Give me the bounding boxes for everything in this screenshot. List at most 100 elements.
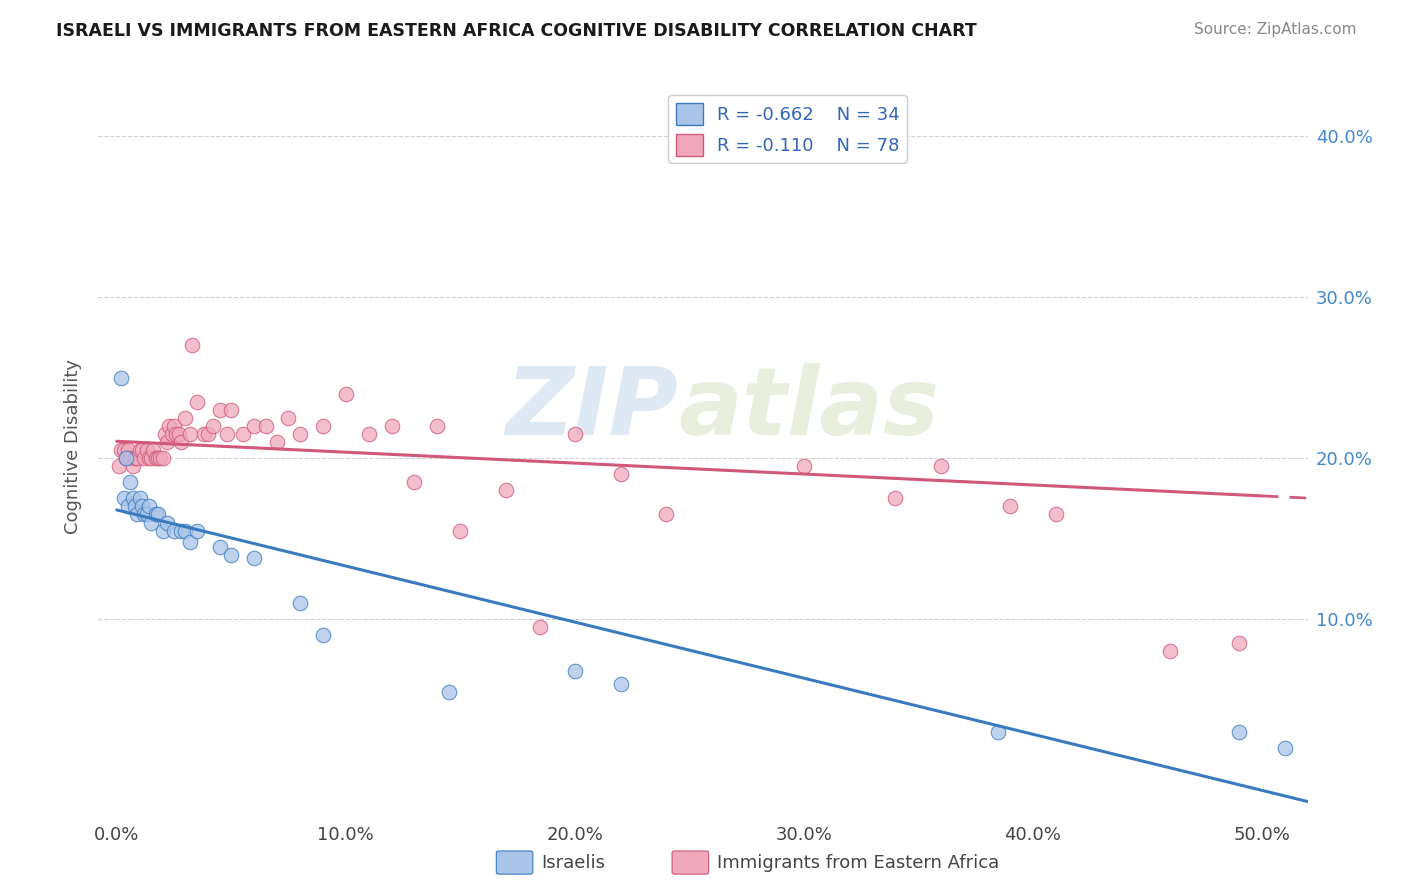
Legend: R = -0.662    N = 34, R = -0.110    N = 78: R = -0.662 N = 34, R = -0.110 N = 78 xyxy=(668,95,907,163)
Point xyxy=(655,508,678,522)
Point xyxy=(288,596,311,610)
Point xyxy=(124,500,146,514)
Point xyxy=(197,426,219,441)
Point xyxy=(495,483,517,498)
Point xyxy=(108,459,131,474)
Point xyxy=(609,467,631,482)
Point xyxy=(179,534,201,549)
Point xyxy=(335,386,357,401)
Point xyxy=(186,524,208,538)
Point xyxy=(145,451,167,466)
Point xyxy=(152,451,174,466)
Point xyxy=(115,451,138,466)
Text: ISRAELI VS IMMIGRANTS FROM EASTERN AFRICA COGNITIVE DISABILITY CORRELATION CHART: ISRAELI VS IMMIGRANTS FROM EASTERN AFRIC… xyxy=(56,22,977,40)
Point xyxy=(609,676,631,690)
Point xyxy=(312,628,335,642)
Point xyxy=(160,426,183,441)
Point xyxy=(564,426,586,441)
Point xyxy=(139,451,162,466)
Point xyxy=(165,426,187,441)
Point xyxy=(156,516,179,530)
Point xyxy=(884,491,907,506)
Point xyxy=(117,443,139,458)
Point xyxy=(288,426,311,441)
Point xyxy=(254,418,277,433)
Point xyxy=(156,434,179,449)
Point xyxy=(529,620,551,634)
Point xyxy=(170,434,193,449)
Point xyxy=(145,508,167,522)
Point xyxy=(1227,636,1250,650)
Text: ZIP: ZIP xyxy=(506,362,679,455)
Point xyxy=(110,443,132,458)
Point xyxy=(215,426,238,441)
Point xyxy=(449,524,471,538)
Point xyxy=(186,394,208,409)
Point xyxy=(146,451,169,466)
Text: Immigrants from Eastern Africa: Immigrants from Eastern Africa xyxy=(717,854,1000,871)
Point xyxy=(437,684,460,698)
Point xyxy=(117,500,139,514)
Point xyxy=(219,402,242,417)
Point xyxy=(929,459,952,474)
Point xyxy=(170,524,193,538)
Point xyxy=(426,418,449,433)
Point xyxy=(208,402,231,417)
Point xyxy=(135,443,157,458)
Point xyxy=(266,434,288,449)
Point xyxy=(404,475,426,490)
Point xyxy=(139,516,162,530)
Point xyxy=(201,418,224,433)
Point xyxy=(232,426,254,441)
Point xyxy=(1274,741,1296,756)
Point xyxy=(998,500,1021,514)
Point xyxy=(121,459,143,474)
Point xyxy=(110,370,132,384)
Point xyxy=(142,443,165,458)
Point xyxy=(163,524,186,538)
Point xyxy=(243,551,266,566)
Point xyxy=(167,426,190,441)
Point xyxy=(174,524,197,538)
Point xyxy=(138,451,160,466)
Point xyxy=(1227,725,1250,739)
Point xyxy=(115,451,138,466)
Y-axis label: Cognitive Disability: Cognitive Disability xyxy=(65,359,83,533)
Point xyxy=(127,508,149,522)
Point xyxy=(134,451,156,466)
Point xyxy=(112,443,135,458)
Point xyxy=(179,426,201,441)
Point xyxy=(138,500,160,514)
Text: Source: ZipAtlas.com: Source: ZipAtlas.com xyxy=(1194,22,1357,37)
Point xyxy=(208,540,231,554)
Point xyxy=(793,459,815,474)
Point xyxy=(121,491,143,506)
Point xyxy=(312,418,335,433)
Point xyxy=(146,508,169,522)
Point xyxy=(135,508,157,522)
Point xyxy=(112,491,135,506)
Point xyxy=(134,508,156,522)
Point xyxy=(564,664,586,678)
Point xyxy=(1045,508,1067,522)
Point xyxy=(131,443,153,458)
Point xyxy=(127,451,149,466)
Point xyxy=(149,451,172,466)
Point xyxy=(153,426,176,441)
Point xyxy=(120,451,142,466)
Point xyxy=(163,418,186,433)
Text: Israelis: Israelis xyxy=(541,854,606,871)
Point xyxy=(181,338,204,352)
Point xyxy=(219,548,242,562)
Point xyxy=(128,491,150,506)
Point xyxy=(357,426,380,441)
Point xyxy=(120,475,142,490)
Point xyxy=(157,418,180,433)
Point xyxy=(124,451,146,466)
Point xyxy=(128,443,150,458)
Point xyxy=(1159,644,1181,658)
Point xyxy=(193,426,215,441)
Point xyxy=(380,418,402,433)
Text: atlas: atlas xyxy=(679,362,941,455)
Point xyxy=(987,725,1010,739)
